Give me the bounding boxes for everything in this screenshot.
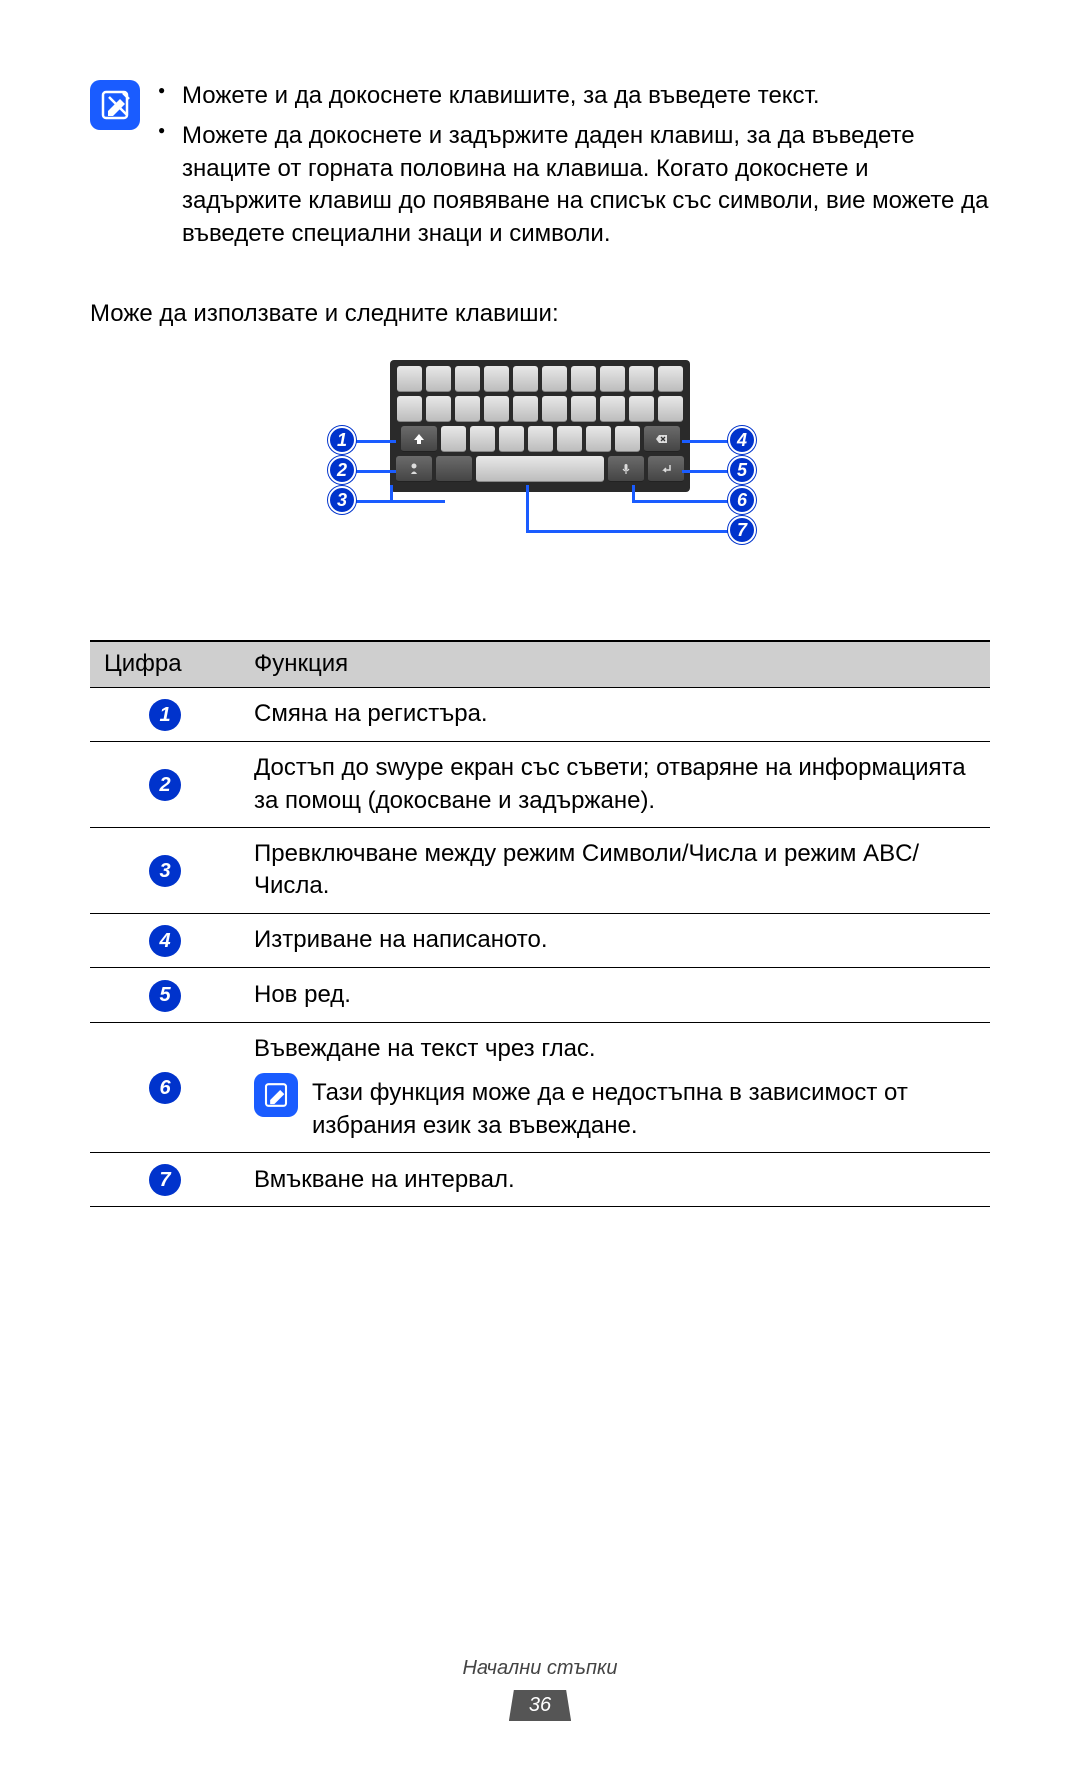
keyboard-diagram-wrapper: 1 2 3 4 5 6 7	[90, 360, 990, 600]
row-num-7: 7	[149, 1164, 181, 1196]
top-note: Можете и да докоснете клавишите, за да в…	[90, 80, 990, 258]
row-6-note: Тази функция може да е недостъпна в зави…	[254, 1073, 976, 1142]
page-number: 36	[509, 1690, 571, 1721]
help-key	[396, 456, 432, 482]
callout-6: 6	[728, 486, 756, 514]
table-header-function: Функция	[240, 641, 990, 687]
row-text-1: Смяна на регистъра.	[240, 687, 990, 742]
table-row: 1 Смяна на регистъра.	[90, 687, 990, 742]
voice-key	[608, 456, 644, 482]
table-row: 7 Вмъкване на интервал.	[90, 1152, 990, 1207]
row-num-4: 4	[149, 925, 181, 957]
backspace-key	[644, 426, 680, 452]
table-row: 2 Достъп до swype екран със съвети; отва…	[90, 742, 990, 828]
page-footer: Начални стъпки 36	[0, 1655, 1080, 1721]
keyboard-diagram: 1 2 3 4 5 6 7	[280, 360, 800, 600]
note-icon	[90, 80, 140, 130]
note-icon	[254, 1073, 298, 1117]
note-bullet-2: Можете да докоснете и задържите даден кл…	[158, 120, 990, 250]
table-header-number: Цифра	[90, 641, 240, 687]
row-text-7: Вмъкване на интервал.	[240, 1152, 990, 1207]
row-text-5: Нов ред.	[240, 968, 990, 1023]
intro-line: Може да използвате и следните клавиши:	[90, 298, 990, 330]
note-list: Можете и да докоснете клавишите, за да в…	[158, 80, 990, 258]
row-num-1: 1	[149, 699, 181, 731]
function-table: Цифра Функция 1 Смяна на регистъра. 2 До…	[90, 640, 990, 1207]
callout-1: 1	[328, 426, 356, 454]
row-text-3: Превключване между режим Символи/Числа и…	[240, 828, 990, 914]
space-key	[476, 456, 604, 482]
table-row: 5 Нов ред.	[90, 968, 990, 1023]
keyboard	[390, 360, 690, 492]
note-bullet-1: Можете и да докоснете клавишите, за да в…	[158, 80, 990, 112]
row-6-note-text: Тази функция може да е недостъпна в зави…	[312, 1073, 976, 1142]
callout-5: 5	[728, 456, 756, 484]
callout-4: 4	[728, 426, 756, 454]
row-text-4: Изтриване на написаното.	[240, 913, 990, 968]
row-num-6: 6	[149, 1072, 181, 1104]
row-text-6: Въвеждане на текст чрез глас. Тази функц…	[240, 1022, 990, 1152]
enter-key	[648, 456, 684, 482]
row-num-5: 5	[149, 980, 181, 1012]
mode-key	[436, 456, 472, 482]
callout-7: 7	[728, 516, 756, 544]
callout-3: 3	[328, 486, 356, 514]
row-num-3: 3	[149, 855, 181, 887]
row-text-6-main: Въвеждане на текст чрез глас.	[254, 1033, 976, 1065]
table-row: 6 Въвеждане на текст чрез глас. Тази фун…	[90, 1022, 990, 1152]
footer-section: Начални стъпки	[0, 1655, 1080, 1682]
shift-key	[401, 426, 437, 452]
table-row: 4 Изтриване на написаното.	[90, 913, 990, 968]
table-row: 3 Превключване между режим Символи/Числа…	[90, 828, 990, 914]
row-num-2: 2	[149, 769, 181, 801]
callout-2: 2	[328, 456, 356, 484]
row-text-2: Достъп до swype екран със съвети; отваря…	[240, 742, 990, 828]
